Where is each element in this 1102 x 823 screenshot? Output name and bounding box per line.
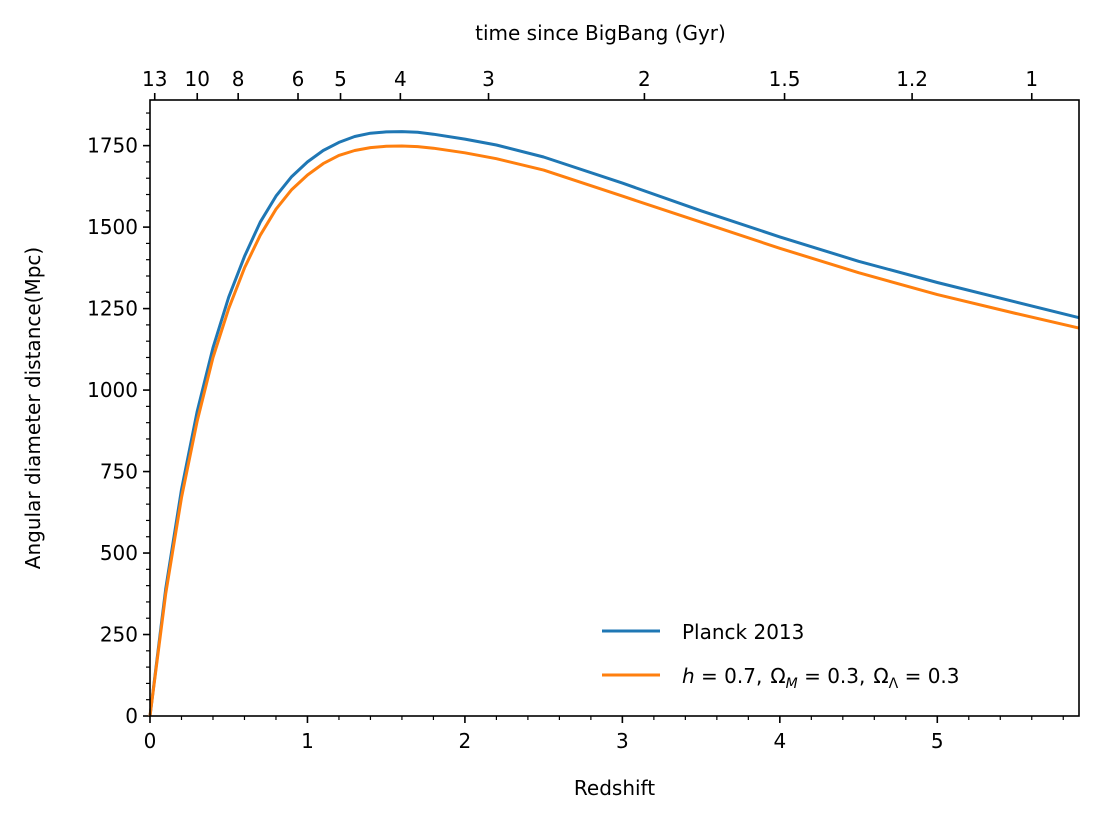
top-time-axis: 13 10 8 6 5 4 3 2 1.5 1.2 1 — [142, 67, 1038, 100]
series-line-2 — [148, 144, 1080, 717]
top-tick-label: 6 — [292, 67, 305, 91]
y-axis-label: Angular diameter distance(Mpc) — [21, 247, 45, 569]
top-tick-label: 2 — [638, 67, 651, 91]
legend-omega-l-symbol: Ω — [873, 664, 888, 688]
x-tick-label: 5 — [931, 729, 944, 753]
y-tick-label: 750 — [100, 460, 138, 484]
y-tick-label: 1500 — [87, 215, 138, 239]
top-tick-label: 13 — [142, 67, 167, 91]
x-tick-label: 4 — [773, 729, 786, 753]
legend-label-custom: h = 0.7, ΩM = 0.3, ΩΛ = 0.3 — [682, 664, 960, 692]
y-tick-label: 1000 — [87, 378, 138, 402]
x-tick-label: 2 — [459, 729, 472, 753]
x-tick-label: 0 — [144, 729, 157, 753]
legend-h-value: = 0.7, — [695, 664, 763, 688]
plot-frame — [149, 99, 1080, 717]
legend-h-symbol: h — [682, 664, 695, 688]
y-tick-label: 1750 — [87, 134, 138, 158]
y-tick-label: 1250 — [87, 297, 138, 321]
top-tick-label: 8 — [232, 67, 245, 91]
top-tick-label: 1 — [1025, 67, 1038, 91]
legend-omega-l-value: = 0.3 — [898, 664, 959, 688]
legend-omega-l-subscript: Λ — [889, 676, 899, 692]
legend-omega-m-value: = 0.3, — [798, 664, 866, 688]
y-tick-label: 0 — [125, 704, 138, 728]
y-tick-label: 250 — [100, 623, 138, 647]
series-lines — [148, 130, 1080, 717]
x-axis-label: Redshift — [574, 776, 655, 800]
legend-omega-m-symbol: Ω — [770, 664, 785, 688]
top-axis-label: time since BigBang (Gyr) — [475, 21, 726, 45]
x-axis: 0 1 2 3 4 5 — [144, 716, 1064, 753]
y-axis: 0 250 500 750 1000 1250 1500 1750 — [87, 112, 150, 728]
top-tick-label: 10 — [185, 67, 210, 91]
top-tick-label: 4 — [394, 67, 407, 91]
x-tick-label: 3 — [616, 729, 629, 753]
legend: Planck 2013 h = 0.7, ΩM = 0.3, ΩΛ = 0.3 — [602, 620, 960, 692]
legend-omega-m-subscript: M — [786, 676, 798, 692]
top-tick-label: 1.5 — [769, 67, 801, 91]
x-tick-label: 1 — [301, 729, 314, 753]
y-tick-label: 500 — [100, 541, 138, 565]
legend-label-planck: Planck 2013 — [682, 620, 804, 644]
top-tick-label: 3 — [482, 67, 495, 91]
top-tick-label: 1.2 — [896, 67, 928, 91]
series-line-1 — [148, 130, 1080, 717]
top-tick-label: 5 — [334, 67, 347, 91]
